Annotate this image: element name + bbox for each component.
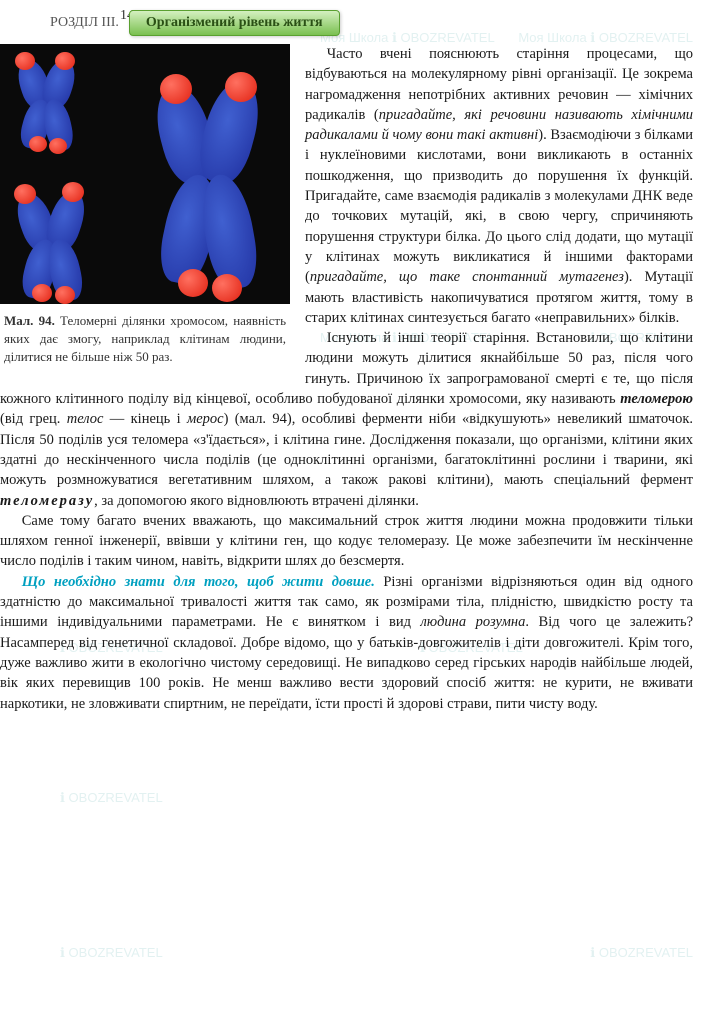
page-content: Мал. 94. Теломерні ділянки хромосом, ная…: [0, 44, 693, 714]
section-title: Організмений рівень життя: [129, 10, 340, 36]
watermark: ℹ OBOZREVATEL: [590, 945, 693, 961]
section-label: РОЗДІЛ III.: [50, 15, 119, 31]
paragraph-4: Що необхідно знати для того, щоб жити до…: [0, 572, 693, 714]
textbook-page: Моя Школа ℹ OBOZREVATEL Моя Школа ℹ OBOZ…: [0, 0, 723, 1024]
watermark: ℹ OBOZREVATEL: [60, 945, 163, 961]
watermark: ℹ OBOZREVATEL: [60, 790, 163, 806]
figure-label: Мал. 94.: [4, 313, 55, 328]
subheading: Що необхідно знати для того, щоб жити до…: [22, 574, 375, 590]
section-header: РОЗДІЛ III. Організмений рівень життя: [50, 10, 693, 36]
chromosome-image: [0, 44, 290, 304]
figure-94: Мал. 94. Теломерні ділянки хромосом, ная…: [0, 44, 290, 367]
paragraph-3: Саме тому багато вчених вважають, що мак…: [0, 511, 693, 572]
figure-caption: Мал. 94. Теломерні ділянки хромосом, ная…: [0, 304, 290, 367]
